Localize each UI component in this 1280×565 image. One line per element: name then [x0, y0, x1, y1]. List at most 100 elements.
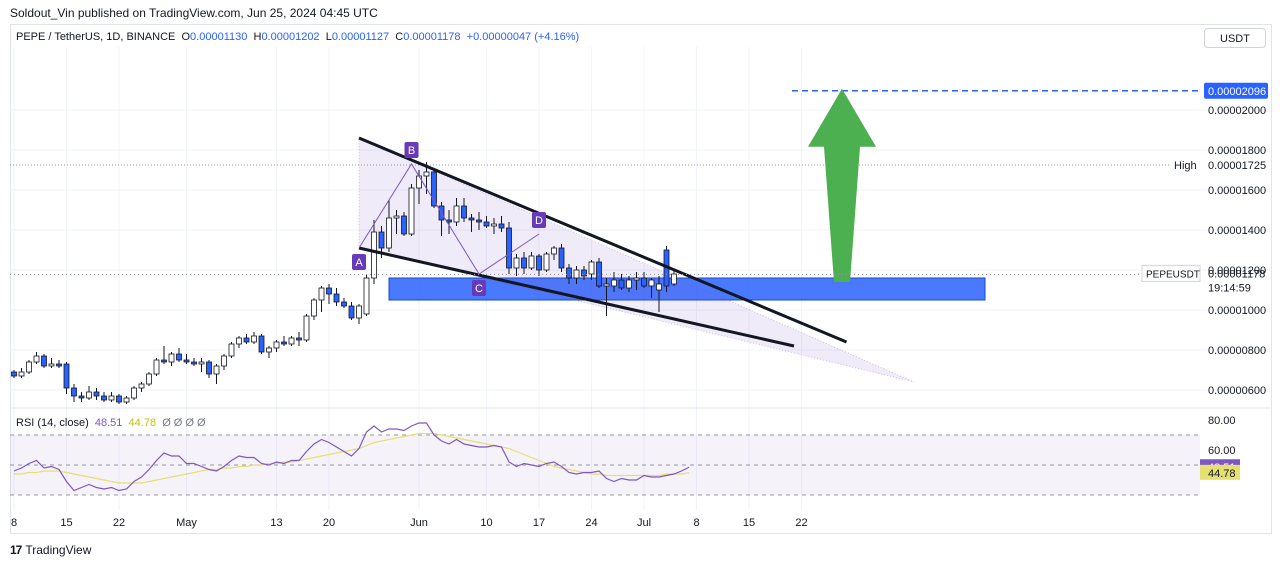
symbol-name: PEPE / TetherUS, 1D, BINANCE	[16, 31, 176, 43]
candle-body	[333, 293, 340, 303]
candle	[453, 198, 460, 226]
candle	[56, 360, 62, 368]
candle	[566, 264, 572, 284]
candle-body	[603, 283, 610, 287]
time-tick-label: May	[176, 517, 197, 529]
symbol-badge-label: PEPEUSDT	[1146, 269, 1200, 280]
change-value: +0.00000047 (+4.16%)	[466, 31, 580, 43]
symbol-legend: PEPE / TetherUS, 1D, BINANCE O0.00001130…	[16, 31, 580, 43]
candle	[108, 392, 115, 402]
pattern-point-label: B	[408, 145, 415, 157]
candle-body	[378, 231, 385, 249]
high-value-label: 0.00001725	[1208, 160, 1266, 172]
time-tick-label: 8	[11, 517, 17, 529]
candle-body	[656, 283, 662, 291]
candle	[48, 358, 55, 368]
candle-body	[626, 279, 632, 289]
candle	[633, 272, 640, 290]
candle	[551, 246, 557, 260]
candle-body	[41, 355, 47, 367]
candle-body	[228, 343, 235, 357]
candle	[671, 270, 677, 286]
wedge-layer	[358, 137, 915, 383]
pattern-point-badge	[472, 280, 486, 296]
candle-body	[258, 335, 265, 353]
chart-frame	[10, 24, 1272, 534]
axis-layer: 0.00000600 0.00000800 0.00001000 0.00001200…	[11, 82, 1268, 529]
price-tick-label: 0.00000800	[1208, 345, 1266, 357]
candle	[356, 304, 362, 324]
high-label: High	[1174, 160, 1197, 172]
candle	[281, 336, 287, 346]
candle	[191, 358, 197, 366]
candle-body	[431, 171, 437, 207]
candle	[611, 272, 617, 292]
time-tick-label: 20	[323, 517, 335, 529]
candle	[176, 348, 182, 362]
candle-body	[198, 361, 205, 365]
candle-body	[138, 383, 145, 389]
candle	[641, 272, 647, 288]
candle-body	[273, 341, 280, 349]
time-tick-label: 17	[533, 517, 545, 529]
candle-body	[11, 371, 17, 377]
candle	[236, 336, 242, 348]
candle	[161, 346, 167, 364]
candle-body	[558, 247, 565, 269]
candle-body	[281, 341, 287, 345]
candle	[491, 218, 497, 234]
publish-header: Soldout_Vin published on TradingView.com…	[10, 6, 378, 20]
candle	[581, 266, 587, 280]
candle-body	[348, 305, 355, 319]
candle	[596, 258, 602, 288]
candle-body	[101, 395, 107, 401]
candle	[401, 212, 407, 236]
candle-body	[363, 277, 370, 315]
currency-button[interactable]: USDT	[1204, 28, 1266, 48]
target-arrow-icon	[808, 88, 876, 282]
candle-body	[146, 373, 152, 385]
candle	[213, 364, 220, 384]
candle	[558, 244, 565, 272]
candle	[603, 278, 610, 316]
rsi-name: RSI (14, close)	[16, 417, 89, 429]
candle-body	[296, 337, 302, 341]
candle	[78, 392, 85, 402]
candle	[18, 368, 25, 378]
candle	[363, 274, 370, 316]
time-tick-label: 22	[113, 517, 125, 529]
candle-body	[71, 387, 77, 397]
candle-body	[588, 261, 595, 275]
rsi-extras: Ø Ø Ø Ø	[162, 417, 206, 429]
candle-body	[453, 205, 460, 223]
footer-brand: TradingView	[25, 543, 92, 557]
candle	[41, 354, 47, 368]
lower-trendline	[358, 246, 795, 348]
candle-body	[318, 287, 325, 301]
price-tick-label: 0.00001800	[1208, 145, 1266, 157]
candle	[266, 346, 272, 358]
candle-body	[371, 231, 377, 279]
candle-body	[671, 273, 677, 285]
candle	[71, 384, 77, 402]
candle	[273, 340, 280, 352]
tradingview-logo-icon: 17	[10, 543, 22, 557]
candle	[348, 302, 355, 320]
candle	[498, 216, 505, 232]
candle-body	[213, 365, 220, 375]
candle-body	[506, 227, 512, 269]
candle-body	[56, 363, 62, 367]
candle-body	[581, 269, 587, 277]
rsi-line	[13, 422, 690, 492]
candle	[431, 170, 437, 208]
candle-body	[513, 257, 520, 269]
time-tick-label: 10	[480, 517, 492, 529]
rsi-ma-value: 44.78	[128, 417, 157, 429]
time-tick-label: 13	[270, 517, 282, 529]
pattern-point-badge	[532, 212, 546, 228]
candle	[311, 298, 317, 320]
time-tick-label: 15	[60, 517, 72, 529]
candle	[528, 252, 535, 270]
candle	[168, 352, 175, 366]
